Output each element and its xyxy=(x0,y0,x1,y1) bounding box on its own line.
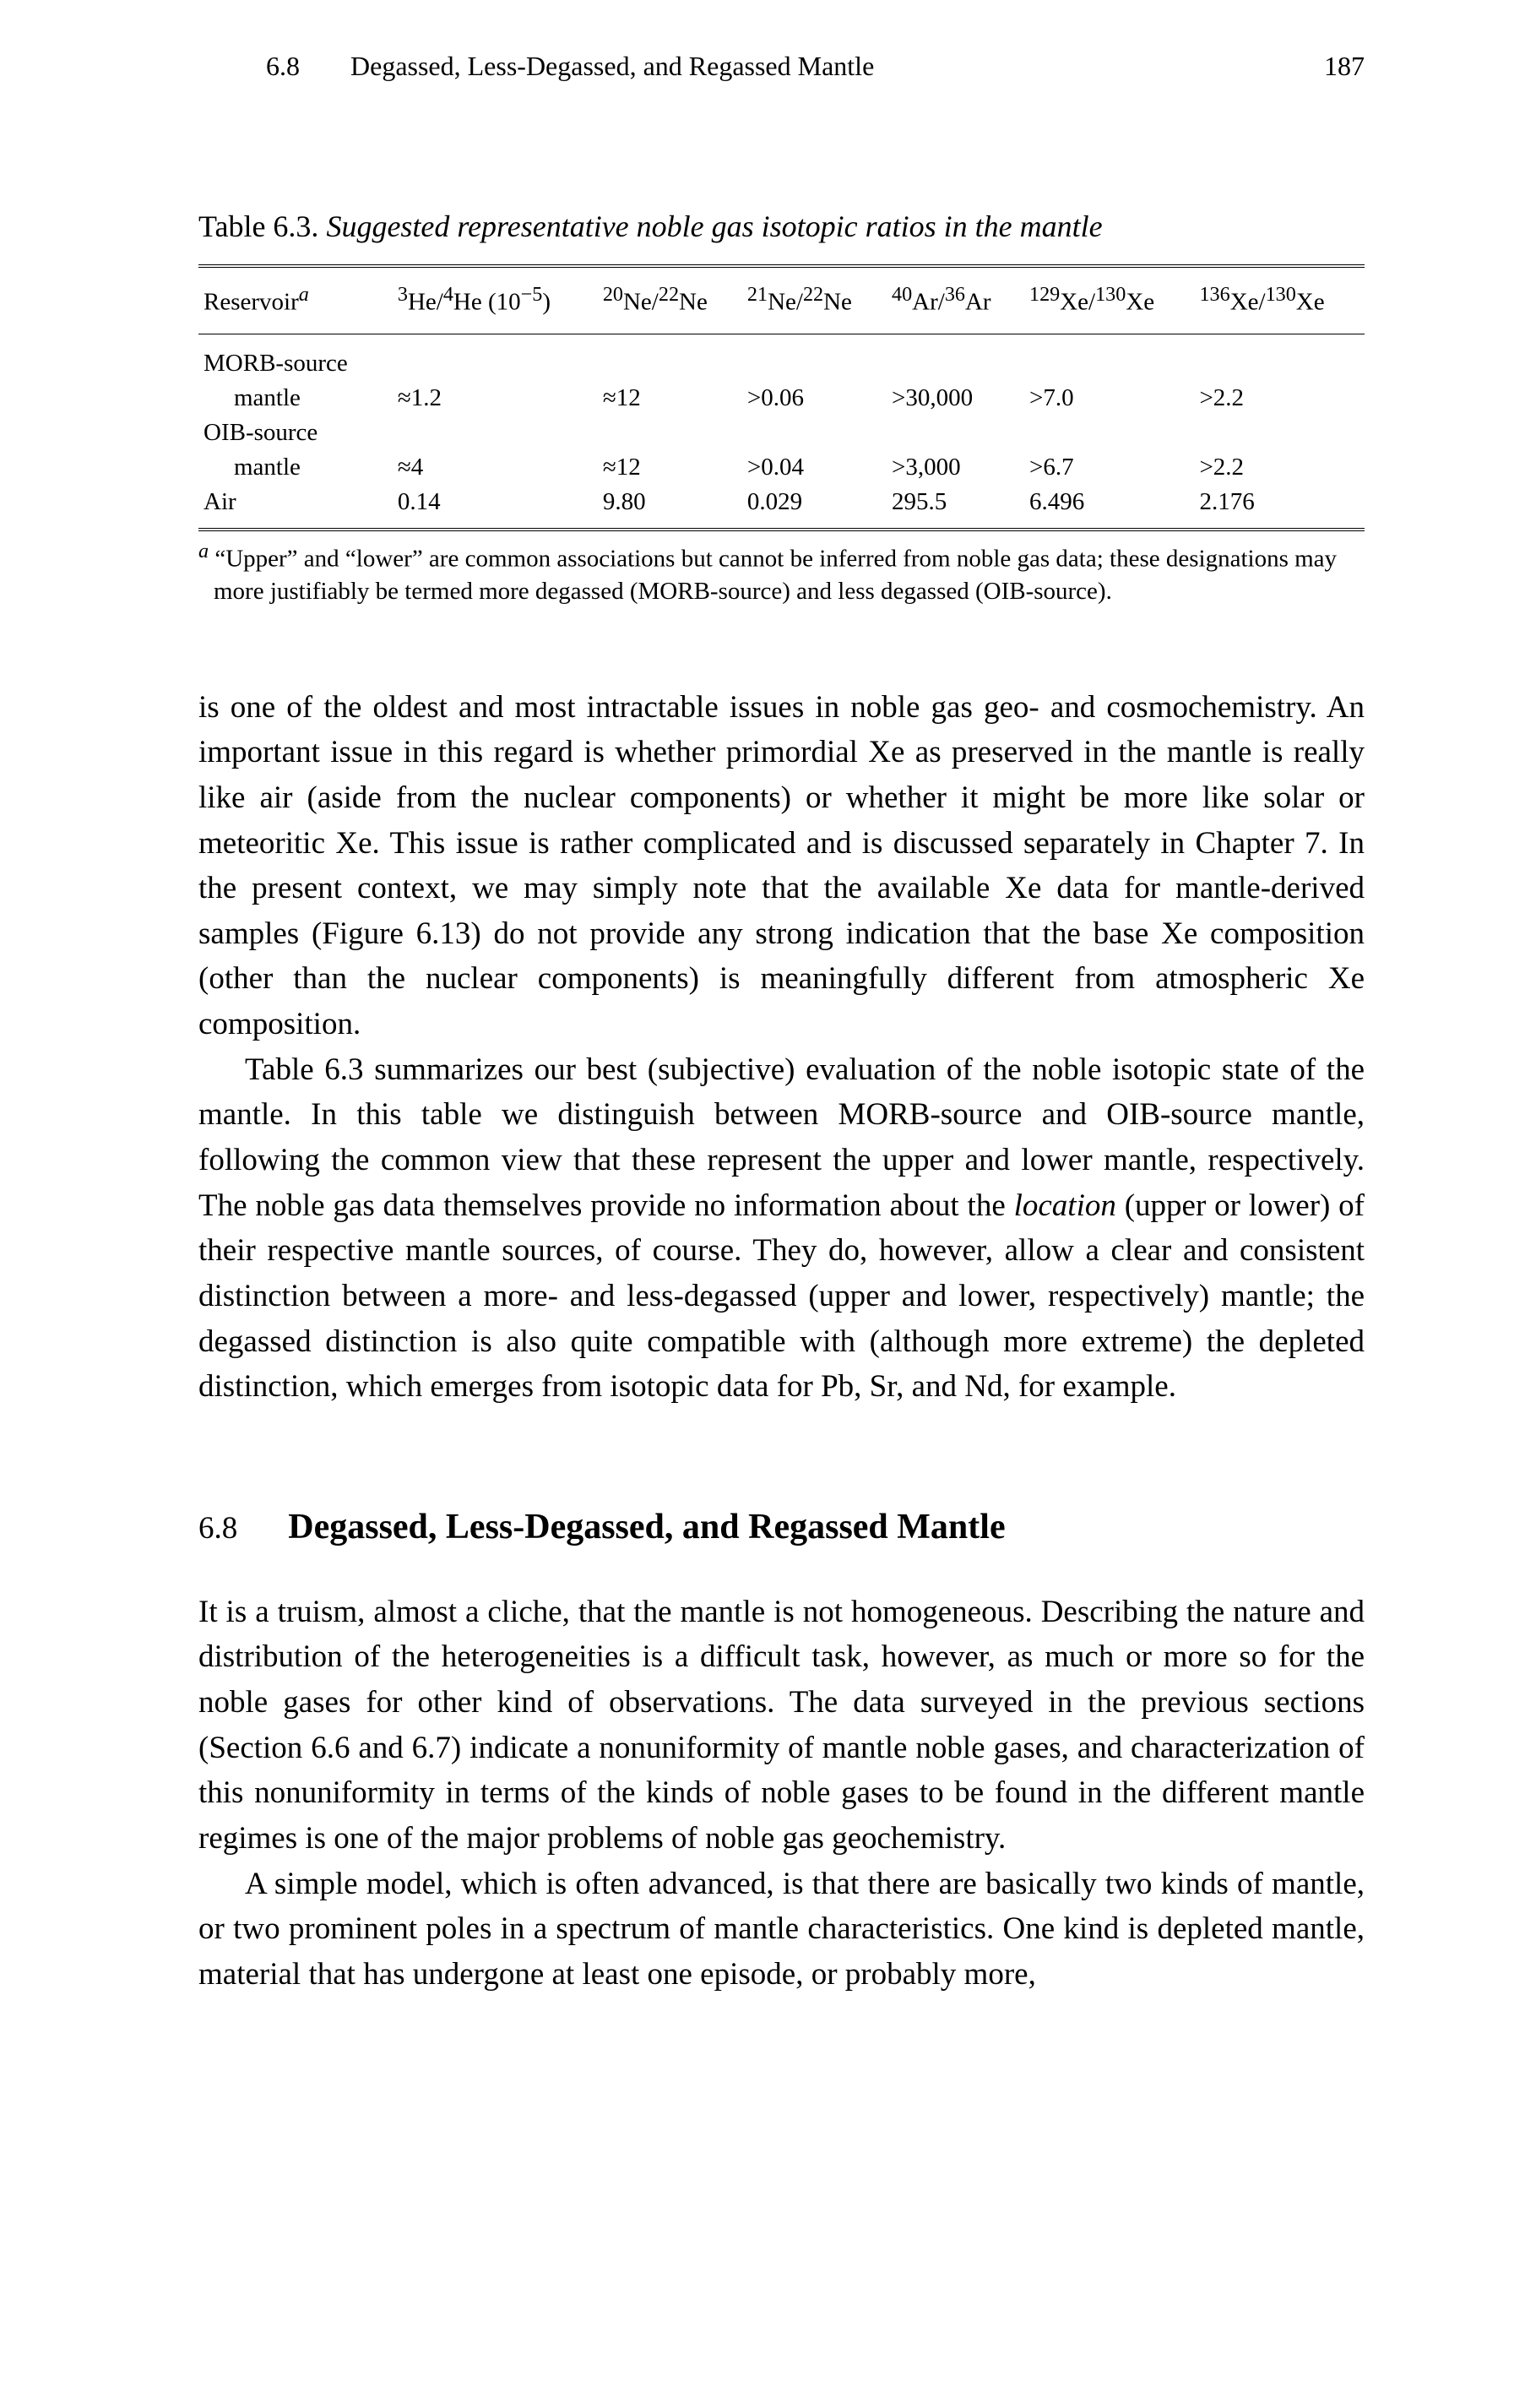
row-label: OIB-source xyxy=(198,416,393,450)
table-caption: Table 6.3. Suggested representative nobl… xyxy=(198,209,1365,244)
table-caption-title: Suggested representative noble gas isoto… xyxy=(326,209,1102,243)
row-label: Air xyxy=(198,485,393,530)
row-label: mantle xyxy=(198,381,393,416)
body-paragraph: is one of the oldest and most intractabl… xyxy=(198,685,1365,1047)
section-number: 6.8 xyxy=(198,1511,237,1546)
footnote-text: “Upper” and “lower” are common associati… xyxy=(214,545,1337,605)
col-he-ratio: 3He/4He (10−5) xyxy=(393,266,598,334)
table-row: Air 0.14 9.80 0.029 295.5 6.496 2.176 xyxy=(198,485,1365,530)
col-ar-ratio: 40Ar/36Ar xyxy=(887,266,1024,334)
body-paragraph: A simple model, which is often advanced,… xyxy=(198,1862,1365,1998)
table-row: mantle ≈4 ≈12 >0.04 >3,000 >6.7 >2.2 xyxy=(198,450,1365,485)
row-label: mantle xyxy=(198,450,393,485)
section-heading: 6.8 Degassed, Less-Degassed, and Regassed… xyxy=(198,1507,1365,1547)
col-xe129-ratio: 129Xe/130Xe xyxy=(1024,266,1194,334)
italic-term: loca­tion xyxy=(1014,1188,1116,1223)
body-paragraph: Table 6.3 summarizes our best (subjectiv… xyxy=(198,1047,1365,1410)
header-section-title: Degassed, Less-Degassed, and Regassed Ma… xyxy=(350,51,874,82)
header-page-number: 187 xyxy=(1324,51,1365,82)
section-title: Degassed, Less-Degassed, and Regassed Ma… xyxy=(288,1508,1005,1546)
footnote-marker: a xyxy=(198,540,209,563)
body-paragraph: It is a truism, almost a cliche, that th… xyxy=(198,1590,1365,1862)
header-section-number: 6.8 xyxy=(266,51,300,82)
table-row: mantle ≈1.2 ≈12 >0.06 >30,000 >7.0 >2.2 xyxy=(198,381,1365,416)
table-row: MORB-source xyxy=(198,334,1365,381)
running-header: 6.8 Degassed, Less-Degassed, and Regasse… xyxy=(198,51,1365,82)
row-label: MORB-source xyxy=(198,334,393,381)
col-xe136-ratio: 136Xe/130Xe xyxy=(1194,266,1365,334)
col-reservoir: Reservoira xyxy=(198,266,393,334)
table-footnote: a “Upper” and “lower” are common associa… xyxy=(198,538,1365,609)
isotope-ratio-table: Reservoira 3He/4He (10−5) 20Ne/22Ne 21Ne… xyxy=(198,264,1365,531)
table-caption-prefix: Table 6.3. xyxy=(198,209,318,243)
col-ne21-ratio: 21Ne/22Ne xyxy=(742,266,887,334)
col-ne20-ratio: 20Ne/22Ne xyxy=(598,266,742,334)
table-row: OIB-source xyxy=(198,416,1365,450)
